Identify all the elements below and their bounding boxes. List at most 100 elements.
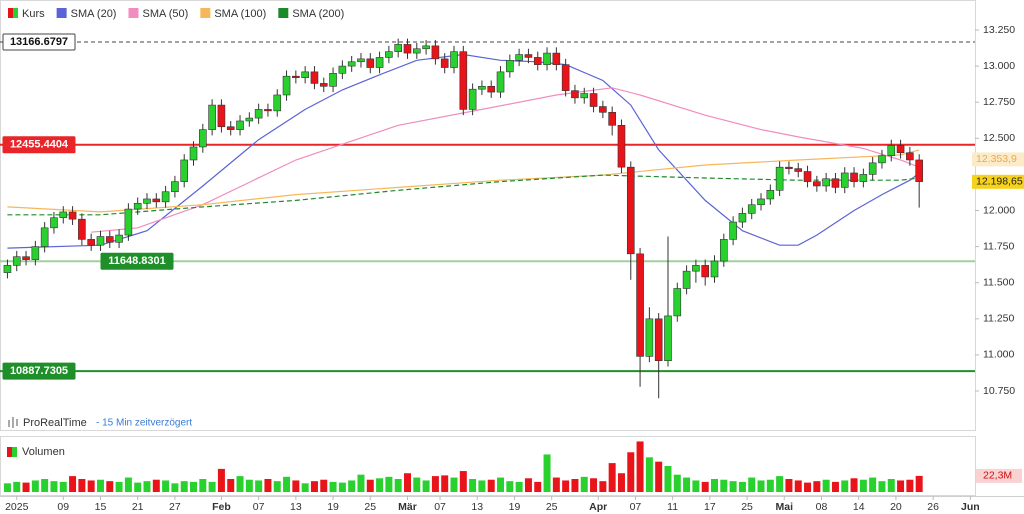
- x-tick-label: 19: [509, 501, 521, 513]
- candle-body: [282, 75, 291, 96]
- candle-body: [161, 191, 170, 203]
- volume-title: Volumen: [22, 446, 65, 458]
- volume-bar: [506, 481, 514, 492]
- volume-bar: [171, 483, 179, 492]
- candle-body: [87, 239, 95, 246]
- candle-body: [664, 315, 672, 361]
- volume-bar: [87, 480, 95, 492]
- volume-bar: [152, 479, 160, 492]
- candle-body: [403, 44, 412, 54]
- candle-body: [12, 256, 21, 266]
- volume-bar: [683, 477, 691, 492]
- volume-bar: [887, 479, 895, 492]
- x-tick-label: Feb: [212, 501, 231, 513]
- volume-bar: [701, 481, 709, 492]
- candle-body: [31, 246, 40, 260]
- legend-label: SMA (20): [71, 8, 117, 20]
- volume-bar: [897, 480, 905, 492]
- level-label-box: [100, 252, 174, 270]
- x-tick-label: 26: [927, 501, 939, 513]
- volume-bar: [459, 471, 467, 492]
- y-tick-label: 10.750: [983, 385, 1015, 397]
- volume-bar: [13, 481, 21, 492]
- volume-bar: [376, 478, 384, 492]
- volume-bar: [283, 476, 291, 492]
- candle-body: [682, 270, 691, 289]
- volume-bar: [403, 473, 411, 492]
- sma-line: [91, 87, 920, 233]
- candle-body: [115, 234, 123, 243]
- x-tick-label: 08: [816, 501, 828, 513]
- volume-bar: [645, 457, 653, 492]
- volume-bar: [264, 479, 272, 492]
- candle-body: [59, 211, 68, 219]
- volume-bar: [543, 454, 551, 492]
- y-tick-label: 13.000: [983, 60, 1015, 72]
- level-label: 13166.6797: [10, 36, 68, 48]
- volume-bar: [441, 475, 449, 492]
- legend-label: SMA (50): [142, 8, 188, 20]
- volume-bar: [627, 452, 635, 492]
- x-axis: 2025 09 15 21 27 Feb 07 13 19 25 Mär 07 13 19 25 Apr 07 1…: [5, 496, 980, 513]
- candle-body: [189, 146, 198, 161]
- x-tick-label: Jun: [961, 501, 980, 513]
- candle-body: [329, 73, 337, 87]
- volume-bar: [31, 480, 39, 492]
- candle-body: [264, 109, 272, 112]
- legend-label: SMA (200): [292, 8, 344, 20]
- y-tick-label: 11.500: [983, 276, 1014, 288]
- candle-body: [599, 106, 607, 113]
- x-tick-label: 19: [327, 501, 339, 513]
- volume-bar: [534, 481, 542, 492]
- candle-body: [896, 145, 905, 154]
- candle-body: [580, 93, 589, 99]
- candle-body: [292, 75, 300, 78]
- y-tick-label: 12.750: [983, 96, 1015, 108]
- volume-bar: [729, 481, 737, 492]
- volume-bar: [385, 476, 393, 492]
- candle-body: [701, 265, 710, 278]
- candle-body: [803, 171, 812, 182]
- source-icon: [8, 417, 18, 428]
- volume-bar: [180, 481, 188, 492]
- volume-bar: [50, 481, 58, 492]
- candle-body: [459, 51, 468, 110]
- volume-bar: [617, 473, 625, 492]
- volume-bar: [711, 479, 719, 492]
- y-tick-label: 11.250: [983, 313, 1014, 325]
- candle-body: [766, 189, 775, 200]
- volume-bar: [822, 479, 830, 492]
- candle-body: [78, 218, 86, 240]
- candle-body: [375, 57, 384, 68]
- volume-bar: [450, 477, 458, 492]
- candle-body: [366, 58, 375, 68]
- volume-bar: [190, 481, 198, 492]
- candle-body: [96, 236, 105, 246]
- candle-body: [673, 288, 682, 317]
- volume-bar: [310, 481, 318, 492]
- legend: Kurs SMA (20) SMA (50) SMA (100) SMA (200): [8, 8, 344, 20]
- candle-body: [3, 265, 12, 273]
- volume-bar: [673, 474, 681, 492]
- volume-bar: [431, 476, 439, 492]
- candle-body: [868, 162, 877, 175]
- candle-body: [199, 129, 207, 148]
- legend-label: Kurs: [22, 8, 45, 20]
- volume-icon: [12, 447, 17, 457]
- candle-body: [915, 159, 923, 182]
- volume-bar: [748, 477, 756, 492]
- level-label-box: [2, 136, 76, 154]
- volume-bar: [804, 482, 812, 492]
- volume-bar: [738, 481, 746, 492]
- candle-body: [720, 239, 728, 262]
- volume-bar: [208, 481, 216, 492]
- x-tick-label: 25: [546, 501, 558, 513]
- x-tick-label: 15: [95, 501, 107, 513]
- candle-body: [105, 236, 114, 243]
- volume-bar: [850, 478, 858, 492]
- level-label: 10887.7305: [10, 365, 68, 377]
- price-tag-label: 12.353,9: [976, 153, 1017, 165]
- candle-body: [217, 104, 226, 128]
- candle-body: [822, 178, 830, 187]
- candle-body: [319, 83, 328, 87]
